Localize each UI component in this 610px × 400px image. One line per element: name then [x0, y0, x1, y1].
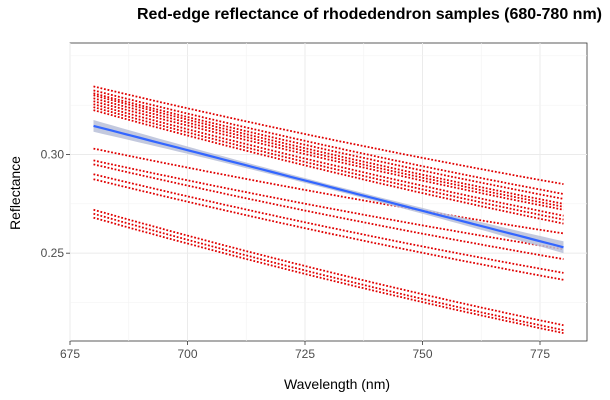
sample-line: [93, 103, 564, 217]
sample-line: [93, 85, 564, 185]
ticks: 675 700 725 750 775 0.25 0.30: [41, 148, 551, 361]
sample-line: [93, 159, 564, 251]
sample-line: [93, 97, 564, 208]
sample-line: [93, 208, 564, 327]
x-tick-label: 775: [530, 347, 550, 361]
sample-line: [93, 92, 564, 200]
grid-lines: [69, 43, 587, 341]
sample-line: [93, 178, 564, 281]
sample-line: [93, 94, 564, 205]
sample-line: [93, 173, 564, 274]
sample-lines: [93, 85, 564, 334]
x-tick-label: 725: [295, 347, 315, 361]
x-tick-label: 675: [60, 347, 80, 361]
sample-line: [93, 109, 564, 225]
y-tick-label: 0.25: [41, 246, 65, 260]
fit-layer: [93, 120, 564, 254]
sample-line: [93, 216, 564, 334]
sample-line: [93, 106, 564, 221]
sample-line: [93, 100, 564, 211]
x-tick-label: 700: [177, 347, 197, 361]
sample-line: [93, 212, 564, 331]
x-axis-title: Wavelength (nm): [284, 376, 390, 392]
y-axis-title: Reflectance: [7, 156, 23, 230]
fit-line: [93, 124, 564, 249]
sample-line: [93, 147, 564, 235]
x-tick-label: 750: [412, 347, 432, 361]
y-tick-label: 0.30: [41, 148, 65, 162]
sample-line: [93, 163, 564, 260]
chart-title: Red-edge reflectance of rhodedendron sam…: [136, 6, 602, 23]
sample-line: [93, 89, 564, 195]
